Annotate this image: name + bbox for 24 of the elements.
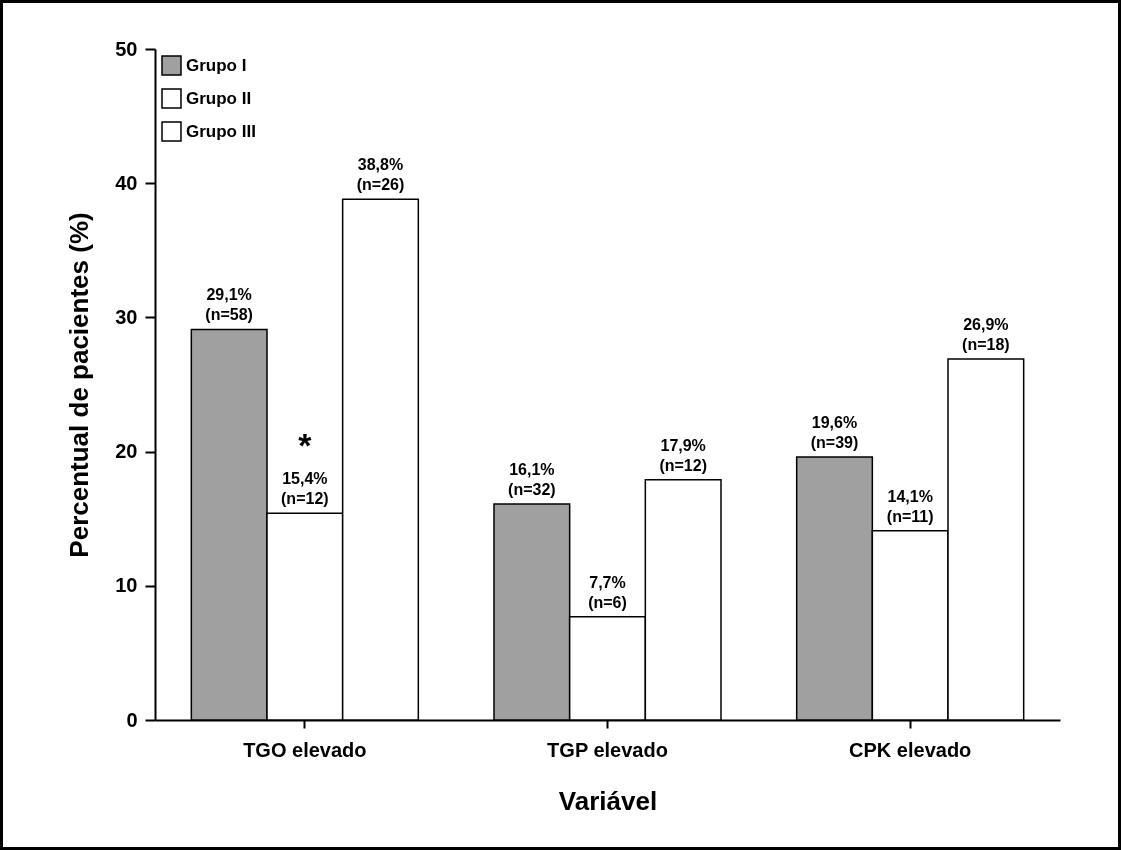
- y-tick-label: 20: [115, 440, 138, 463]
- annotation: *: [298, 426, 313, 465]
- y-tick-label: 40: [115, 171, 138, 194]
- data-label: 7,7% (n=6): [588, 573, 627, 611]
- y-tick-label: 10: [115, 574, 138, 597]
- x-tick-label: CPK elevado: [849, 738, 972, 761]
- legend-label: Grupo I: [186, 55, 247, 75]
- data-label: 15,4% (n=12): [281, 470, 329, 508]
- x-axis-title: Variável: [558, 785, 658, 816]
- legend-label: Grupo III: [186, 121, 256, 141]
- y-tick-label: 0: [126, 708, 138, 731]
- x-tick-label: TGP elevado: [547, 738, 668, 761]
- data-label: 19,6% (n=39): [810, 413, 859, 451]
- data-label: 16,1% (n=32): [508, 460, 556, 498]
- data-label: 14,1% (n=11): [886, 487, 934, 525]
- data-label: 17,9% (n=12): [659, 436, 707, 474]
- data-label: 29,1% (n=58): [205, 286, 253, 324]
- y-axis-title: Percentual de pacientes (%): [64, 212, 95, 558]
- data-label: 26,9% (n=18): [962, 316, 1010, 353]
- y-tick-label: 50: [115, 37, 138, 60]
- legend-label: Grupo II: [186, 88, 252, 108]
- x-tick-label: TGO elevado: [243, 738, 367, 761]
- y-tick-label: 30: [115, 305, 138, 328]
- data-label: 38,8% (n=26): [356, 156, 405, 194]
